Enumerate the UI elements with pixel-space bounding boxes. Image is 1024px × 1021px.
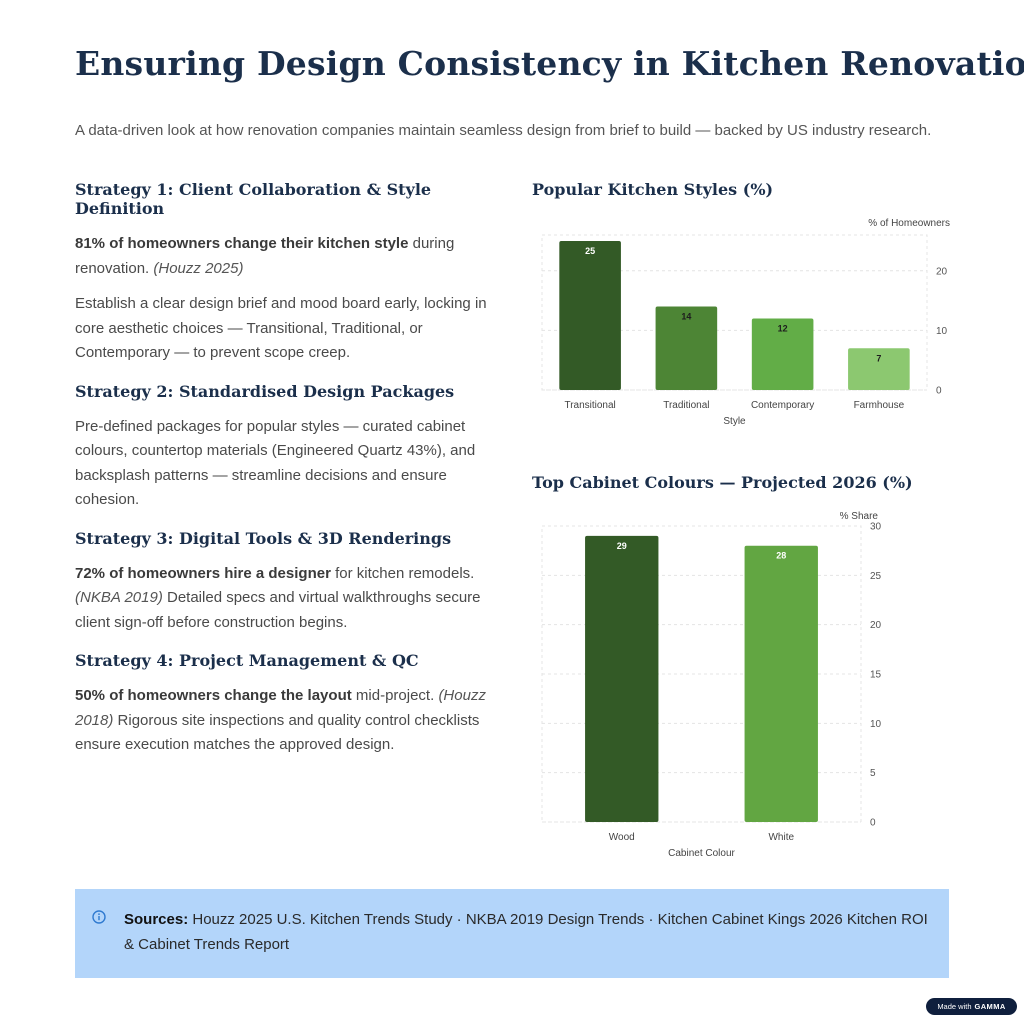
made-with-badge[interactable]: Made with GAMMA [926, 998, 1017, 1015]
styles-chart-title: Popular Kitchen Styles (%) [532, 180, 774, 199]
sources-box: Sources: Houzz 2025 U.S. Kitchen Trends … [75, 889, 949, 978]
y-tick-label: 5 [870, 768, 876, 779]
bar-value-label: 7 [876, 353, 881, 363]
badge-prefix: Made with [937, 1002, 972, 1011]
x-axis-title: Style [723, 416, 746, 427]
bar-value-label: 25 [585, 246, 595, 256]
x-tick-label: Farmhouse [854, 400, 905, 411]
strategy-stat: 81% of homeowners change their kitchen s… [75, 232, 490, 281]
strategy-heading: Strategy 3: Digital Tools & 3D Rendering… [75, 528, 452, 548]
strategy-stat: 72% of homeowners hire a designer for ki… [75, 562, 490, 636]
sources-list: Houzz 2025 U.S. Kitchen Trends Study · N… [124, 911, 928, 953]
y-tick-label: 25 [870, 571, 882, 582]
y-tick-label: 0 [936, 386, 942, 397]
bar-value-label: 29 [617, 541, 627, 551]
y-tick-label: 10 [870, 719, 882, 730]
strategy-3: Strategy 3: Digital Tools & 3D Rendering… [75, 529, 490, 636]
bar [585, 535, 659, 822]
strategy-heading: Strategy 4: Project Management & QC [75, 651, 419, 670]
cabinets-chart-title: Top Cabinet Colours — Projected 2026 (%) [532, 473, 913, 492]
y-axis-title: % of Homeowners [868, 218, 950, 229]
strategies-column: Strategy 1: Client Collaboration & Style… [75, 180, 490, 774]
badge-brand: GAMMA [974, 1002, 1006, 1011]
cabinets-bar-chart: 0 5 10 15 20 25 30 29 Wood 28 White Cabinet Colour%… [541, 511, 882, 859]
bar-value-label: 12 [778, 323, 788, 333]
y-tick-label: 10 [936, 326, 948, 337]
y-tick-label: 0 [870, 818, 876, 829]
stat-citation: (Houzz 2025) [153, 259, 244, 277]
stat-highlight: 50% of homeowners change the layout [75, 687, 352, 704]
y-axis-title: % Share [840, 511, 879, 522]
y-tick-label: 15 [870, 670, 882, 681]
strategy-body: Establish a clear design brief and mood … [75, 295, 487, 361]
stat-text: during renovation. [75, 235, 455, 277]
stat-citation: (Houzz 2018) [75, 687, 486, 729]
page-subtitle: A data-driven look at how renovation com… [75, 122, 932, 139]
bar [744, 545, 818, 822]
stat-text: mid-project. [351, 687, 439, 704]
x-tick-label: Traditional [663, 400, 709, 411]
x-tick-label: Contemporary [751, 400, 814, 411]
bar [559, 240, 621, 390]
sources-label: Sources: [124, 911, 189, 928]
y-tick-label: 30 [870, 522, 882, 533]
strategy-heading: Strategy 2: Standardised Design Packages [75, 381, 455, 401]
bar [751, 318, 814, 390]
stat-highlight: 81% of homeowners change their kitchen s… [75, 235, 409, 252]
bar [848, 348, 910, 390]
y-tick-label: 20 [936, 266, 948, 277]
stat-citation: (NKBA 2019) [75, 589, 163, 606]
bar [655, 306, 718, 390]
y-tick-label: 20 [870, 620, 882, 631]
x-axis-title: Cabinet Colour [668, 848, 735, 859]
stat-highlight: 72% of homeowners hire a designer [75, 564, 331, 582]
stat-tail: Detailed specs and virtual walkthroughs … [75, 589, 481, 631]
x-tick-label: White [768, 832, 794, 843]
page-title: Ensuring Design Consistency in Kitchen R… [75, 44, 1024, 83]
info-icon [92, 910, 106, 924]
stat-text: for kitchen remodels. [330, 564, 475, 582]
bar-value-label: 14 [681, 312, 691, 322]
strategy-stat: 50% of homeowners change the layout mid-… [75, 684, 490, 758]
strategy-4: Strategy 4: Project Management & QC 50% … [75, 651, 490, 758]
stat-tail: Rigorous site inspections and quality co… [75, 711, 480, 754]
strategy-body: Pre-defined packages for popular styles … [75, 417, 476, 509]
x-tick-label: Transitional [564, 400, 615, 411]
x-tick-label: Wood [609, 832, 635, 843]
styles-bar-chart: 0 10 20 25 Transitional 14 Traditional 12 Contem… [541, 218, 950, 427]
sources-text: Sources: Houzz 2025 U.S. Kitchen Trends … [124, 907, 929, 957]
bar-value-label: 28 [776, 551, 786, 561]
strategy-heading: Strategy 1: Client Collaboration & Style… [75, 180, 432, 218]
strategy-2: Strategy 2: Standardised Design Packages… [75, 382, 490, 513]
strategy-1: Strategy 1: Client Collaboration & Style… [75, 180, 490, 366]
